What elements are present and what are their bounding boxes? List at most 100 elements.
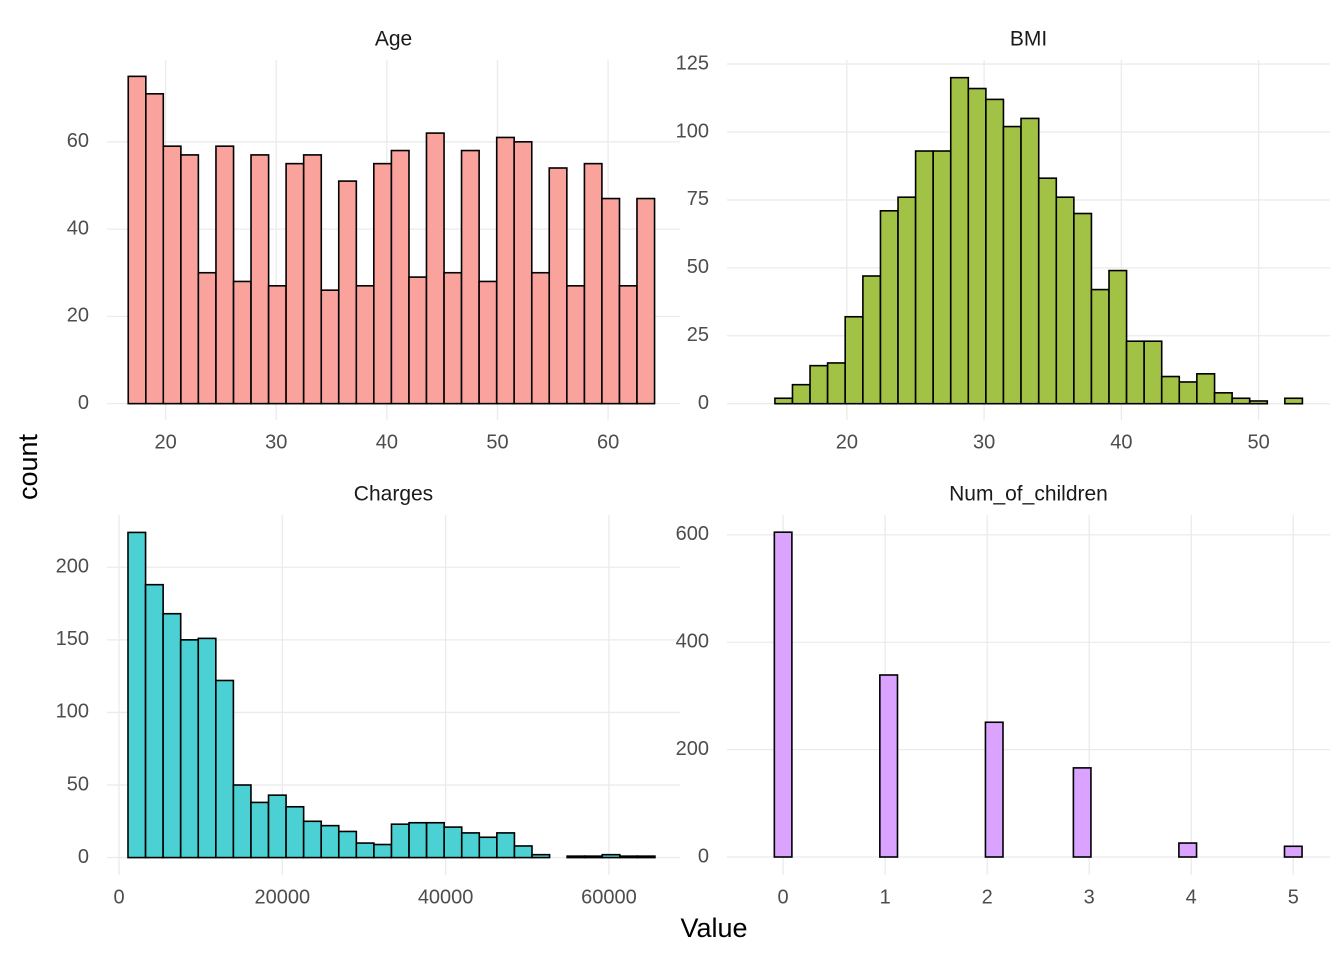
bar xyxy=(355,285,375,405)
x-tick-label: 5 xyxy=(1288,886,1299,908)
bar xyxy=(791,383,811,405)
bar xyxy=(809,364,829,405)
y-tick-label: 0 xyxy=(78,392,89,414)
bar xyxy=(985,98,1005,405)
bar xyxy=(636,855,656,859)
y-tick-label: 40 xyxy=(67,217,89,239)
bar xyxy=(197,637,217,859)
x-tick-label: 2 xyxy=(982,886,993,908)
bar xyxy=(320,289,340,405)
bar xyxy=(1283,845,1303,858)
x-tick-label: 20 xyxy=(836,431,858,453)
bar xyxy=(773,531,793,858)
bar xyxy=(513,845,533,859)
bar xyxy=(215,145,235,405)
bar xyxy=(1072,767,1092,858)
bar xyxy=(1002,125,1022,405)
bar xyxy=(495,136,515,405)
bar xyxy=(932,150,952,405)
bar xyxy=(478,280,498,405)
y-tick-label: 200 xyxy=(676,738,709,760)
bar xyxy=(601,853,621,859)
y-tick-label: 75 xyxy=(687,188,709,210)
bar xyxy=(1020,117,1040,405)
bar xyxy=(285,805,305,859)
x-tick-label: 30 xyxy=(973,431,995,453)
bar xyxy=(478,836,498,859)
x-tick-label: 0 xyxy=(113,886,124,908)
bar xyxy=(408,276,428,405)
panel-title: BMI xyxy=(1010,28,1047,51)
x-tick-label: 4 xyxy=(1186,886,1197,908)
y-tick-label: 0 xyxy=(698,392,709,414)
bar xyxy=(1108,269,1128,405)
bar xyxy=(583,855,604,859)
bar xyxy=(197,271,217,405)
bar xyxy=(145,93,165,405)
bar xyxy=(636,197,656,405)
bar xyxy=(390,149,410,405)
bar xyxy=(862,275,882,405)
y-tick-label: 0 xyxy=(698,845,709,867)
bar xyxy=(1125,340,1145,405)
bar xyxy=(162,612,182,859)
bar xyxy=(144,583,164,859)
y-tick-label: 50 xyxy=(687,256,709,278)
bar xyxy=(1160,375,1181,405)
panel-title: Num_of_children xyxy=(949,483,1108,506)
bar xyxy=(232,280,252,405)
bar xyxy=(496,832,516,859)
bar xyxy=(355,842,375,859)
x-tick-label: 30 xyxy=(265,431,287,453)
bar xyxy=(1178,842,1198,858)
x-tick-label: 1 xyxy=(880,886,891,908)
bar xyxy=(337,180,358,405)
bar xyxy=(897,196,917,405)
x-tick-label: 40 xyxy=(1110,431,1132,453)
bar xyxy=(250,801,270,859)
bar xyxy=(180,154,200,405)
bar xyxy=(443,271,463,405)
bar xyxy=(127,75,147,405)
y-axis-title: count xyxy=(13,433,43,500)
y-tick-label: 20 xyxy=(67,305,89,327)
bar xyxy=(425,132,445,405)
panel-title: Charges xyxy=(354,483,433,506)
bar xyxy=(1037,177,1058,405)
bar xyxy=(914,150,934,405)
y-tick-label: 400 xyxy=(676,631,709,653)
bar xyxy=(127,531,147,859)
bar xyxy=(619,855,639,859)
bar xyxy=(1284,397,1304,405)
bar xyxy=(1073,212,1093,405)
y-tick-label: 25 xyxy=(687,324,709,346)
bar xyxy=(618,285,638,405)
bar xyxy=(984,721,1004,858)
panel-title: Age xyxy=(375,28,412,51)
y-tick-label: 200 xyxy=(56,556,89,578)
bar xyxy=(302,820,323,859)
y-tick-label: 0 xyxy=(78,846,89,868)
bar xyxy=(1213,392,1233,405)
bar xyxy=(774,397,794,405)
bar xyxy=(425,821,445,859)
x-tick-label: 0 xyxy=(778,886,789,908)
bar xyxy=(583,162,603,405)
y-tick-label: 50 xyxy=(67,773,89,795)
bar xyxy=(1143,340,1163,405)
bar xyxy=(844,315,864,405)
bar xyxy=(267,794,287,859)
bar xyxy=(1248,400,1269,405)
bar xyxy=(302,154,323,405)
x-tick-label: 40000 xyxy=(418,886,474,908)
bar xyxy=(1231,397,1251,405)
x-tick-label: 60000 xyxy=(581,886,637,908)
bar xyxy=(390,823,410,859)
bar xyxy=(513,141,533,405)
bar xyxy=(949,76,970,405)
x-axis-title: Value xyxy=(680,913,747,943)
x-tick-label: 60 xyxy=(597,431,619,453)
x-tick-label: 20000 xyxy=(255,886,311,908)
bar xyxy=(179,639,200,859)
